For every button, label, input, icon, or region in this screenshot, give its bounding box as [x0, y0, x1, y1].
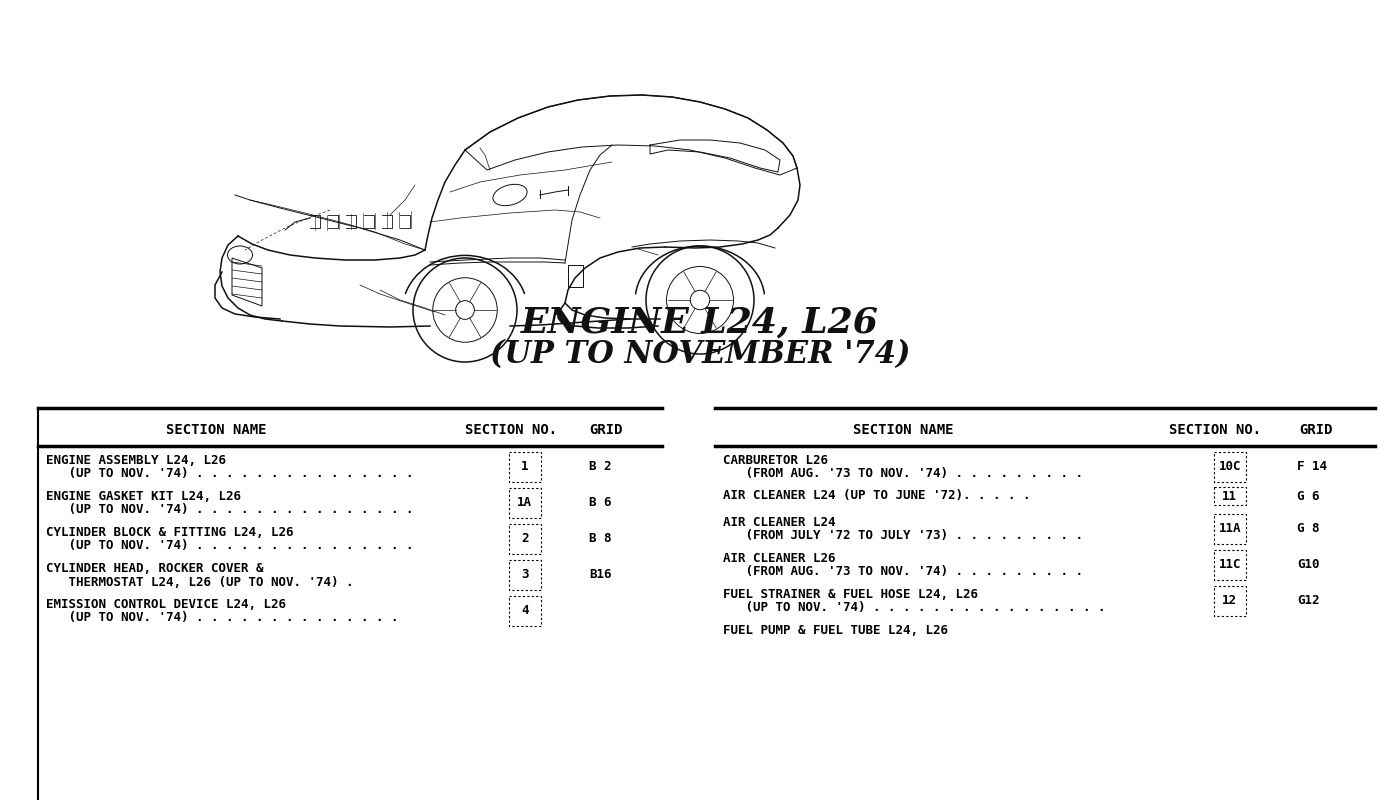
Text: 10C: 10C — [1218, 461, 1240, 474]
Text: G 6: G 6 — [1298, 490, 1320, 502]
Text: G 8: G 8 — [1298, 522, 1320, 535]
FancyBboxPatch shape — [1214, 550, 1246, 580]
Text: (UP TO NOV. '74) . . . . . . . . . . . . . . .: (UP TO NOV. '74) . . . . . . . . . . . .… — [46, 503, 413, 517]
Text: (UP TO NOV. '74) . . . . . . . . . . . . . . . .: (UP TO NOV. '74) . . . . . . . . . . . .… — [722, 602, 1106, 614]
Text: (FROM JULY '72 TO JULY '73) . . . . . . . . .: (FROM JULY '72 TO JULY '73) . . . . . . … — [722, 530, 1084, 542]
Text: FUEL PUMP & FUEL TUBE L24, L26: FUEL PUMP & FUEL TUBE L24, L26 — [722, 623, 948, 637]
Text: (UP TO NOV. '74) . . . . . . . . . . . . . . .: (UP TO NOV. '74) . . . . . . . . . . . .… — [46, 539, 413, 553]
FancyBboxPatch shape — [508, 596, 540, 626]
Text: THERMOSTAT L24, L26 (UP TO NOV. '74) .: THERMOSTAT L24, L26 (UP TO NOV. '74) . — [46, 575, 353, 589]
Text: 11C: 11C — [1218, 558, 1240, 571]
Text: G12: G12 — [1298, 594, 1320, 607]
Text: 2: 2 — [521, 533, 528, 546]
Text: AIR CLEANER L26: AIR CLEANER L26 — [722, 551, 836, 565]
Text: B 2: B 2 — [589, 461, 612, 474]
FancyBboxPatch shape — [1214, 514, 1246, 544]
Text: 12: 12 — [1222, 594, 1238, 607]
Text: ENGINE L24, L26: ENGINE L24, L26 — [521, 306, 879, 340]
Text: CARBURETOR L26: CARBURETOR L26 — [722, 454, 827, 466]
Text: B16: B16 — [589, 569, 612, 582]
Text: CYLINDER BLOCK & FITTING L24, L26: CYLINDER BLOCK & FITTING L24, L26 — [46, 526, 294, 538]
FancyBboxPatch shape — [1214, 487, 1246, 505]
Text: B 6: B 6 — [589, 497, 612, 510]
Text: GRID: GRID — [589, 423, 623, 437]
Bar — [568, 265, 582, 287]
FancyBboxPatch shape — [508, 452, 540, 482]
Text: 11: 11 — [1222, 490, 1238, 502]
Text: 1: 1 — [521, 461, 528, 474]
Text: (FROM AUG. '73 TO NOV. '74) . . . . . . . . .: (FROM AUG. '73 TO NOV. '74) . . . . . . … — [722, 566, 1084, 578]
FancyBboxPatch shape — [508, 560, 540, 590]
Text: G10: G10 — [1298, 558, 1320, 571]
FancyBboxPatch shape — [508, 488, 540, 518]
Text: 3: 3 — [521, 569, 528, 582]
Text: (UP TO NOV. '74) . . . . . . . . . . . . . . .: (UP TO NOV. '74) . . . . . . . . . . . .… — [46, 467, 413, 481]
Text: SECTION NAME: SECTION NAME — [853, 423, 953, 437]
Text: CYLINDER HEAD, ROCKER COVER &: CYLINDER HEAD, ROCKER COVER & — [46, 562, 263, 574]
Text: EMISSION CONTROL DEVICE L24, L26: EMISSION CONTROL DEVICE L24, L26 — [46, 598, 286, 610]
Text: F 14: F 14 — [1298, 461, 1327, 474]
Text: (UP TO NOV. '74) . . . . . . . . . . . . . .: (UP TO NOV. '74) . . . . . . . . . . . .… — [46, 611, 399, 625]
Text: SECTION NAME: SECTION NAME — [165, 423, 266, 437]
Text: B 8: B 8 — [589, 533, 612, 546]
FancyBboxPatch shape — [1214, 452, 1246, 482]
Text: AIR CLEANER L24: AIR CLEANER L24 — [722, 515, 836, 529]
Text: GRID: GRID — [1299, 423, 1333, 437]
FancyBboxPatch shape — [1214, 586, 1246, 616]
Text: 11A: 11A — [1218, 522, 1240, 535]
Text: SECTION NO.: SECTION NO. — [465, 423, 557, 437]
Text: SECTION NO.: SECTION NO. — [1169, 423, 1261, 437]
Circle shape — [690, 290, 710, 310]
Text: (FROM AUG. '73 TO NOV. '74) . . . . . . . . .: (FROM AUG. '73 TO NOV. '74) . . . . . . … — [722, 467, 1084, 481]
Text: FUEL STRAINER & FUEL HOSE L24, L26: FUEL STRAINER & FUEL HOSE L24, L26 — [722, 587, 979, 601]
FancyBboxPatch shape — [508, 524, 540, 554]
Text: 1A: 1A — [517, 497, 532, 510]
Text: (UP TO NOVEMBER '74): (UP TO NOVEMBER '74) — [490, 339, 910, 370]
Circle shape — [455, 301, 475, 319]
Text: ENGINE GASKET KIT L24, L26: ENGINE GASKET KIT L24, L26 — [46, 490, 241, 502]
Text: ENGINE ASSEMBLY L24, L26: ENGINE ASSEMBLY L24, L26 — [46, 454, 225, 466]
Text: AIR CLEANER L24 (UP TO JUNE '72). . . . .: AIR CLEANER L24 (UP TO JUNE '72). . . . … — [722, 490, 1030, 502]
Text: 4: 4 — [521, 605, 528, 618]
